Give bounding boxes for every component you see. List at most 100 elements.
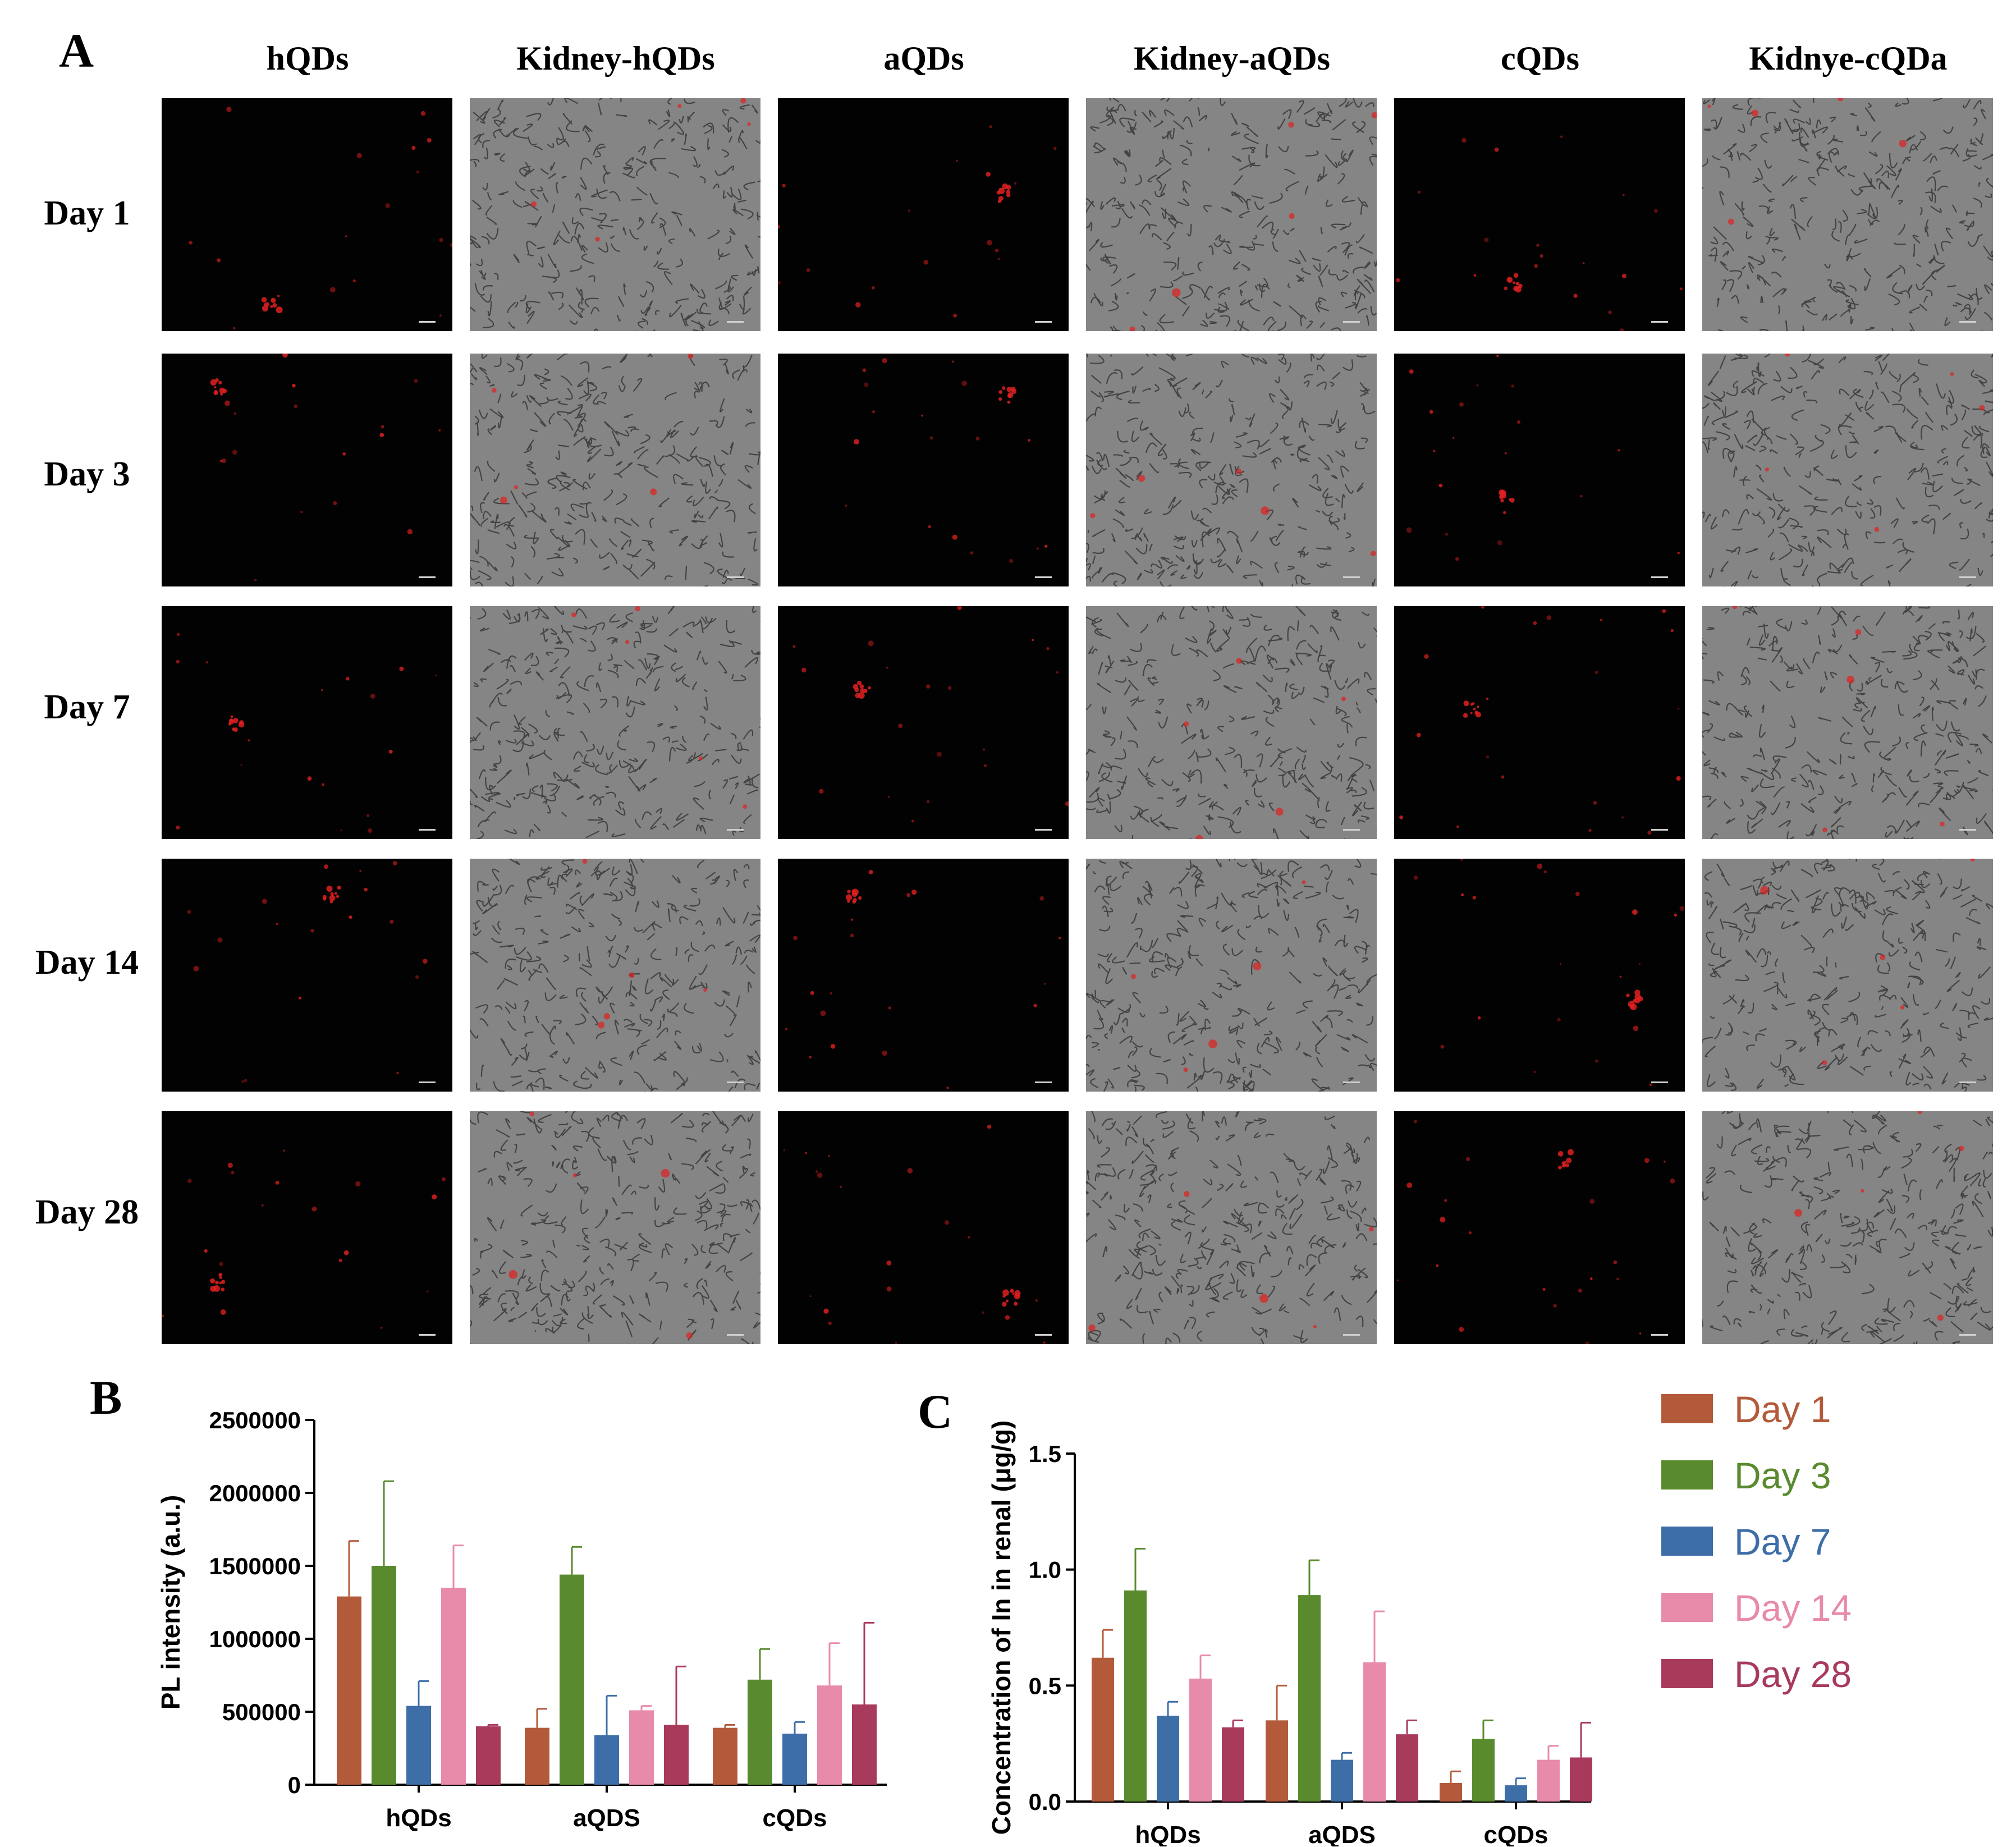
bar-cqds-day-14	[817, 1685, 842, 1785]
y-tick-label: 500000	[222, 1699, 301, 1725]
row-header-day-7: Day 7	[44, 688, 130, 726]
row-header-day-1: Day 1	[44, 194, 130, 232]
legend-item-day-1: Day 1	[1661, 1388, 1831, 1430]
row-header-day-3: Day 3	[44, 455, 130, 493]
legend-swatch	[1661, 1527, 1713, 1556]
bar-hqds-day-28	[1222, 1727, 1244, 1802]
image-kidney-hqds-day-28	[470, 1111, 760, 1344]
column-header-hqds: hQDs	[266, 40, 349, 77]
legend-label: Day 3	[1734, 1455, 1831, 1496]
image-kidney-aqds-day-1	[1086, 98, 1377, 331]
x-tick-label: hQDs	[386, 1804, 451, 1832]
bar-cqds-day-3	[1472, 1739, 1495, 1802]
panel-c-label: C	[918, 1385, 953, 1438]
legend-item-day-7: Day 7	[1661, 1521, 1831, 1562]
image-aqds-day-3	[778, 354, 1069, 586]
bar-aqds-day-28	[1396, 1734, 1418, 1802]
bar-cqds-day-7	[782, 1734, 807, 1785]
y-tick-label: 2500000	[209, 1407, 301, 1433]
image-kidney-hqds-day-1	[470, 98, 760, 331]
bar-hqds-day-1	[1092, 1657, 1114, 1802]
image-kidnye-cqda-day-14	[1702, 859, 1993, 1092]
bar-cqds-day-14	[1537, 1759, 1560, 1802]
image-cqds-day-7	[1394, 606, 1685, 839]
panel-b-label: B	[90, 1371, 122, 1424]
legend-label: Day 7	[1734, 1521, 1831, 1562]
y-tick-label: 2000000	[209, 1480, 301, 1506]
x-tick-label: hQDs	[1135, 1821, 1201, 1846]
bar-cqds-day-3	[748, 1679, 772, 1785]
image-aqds-day-1	[778, 98, 1069, 331]
bar-aqds-day-3	[560, 1574, 584, 1785]
bar-aqds-day-7	[1331, 1759, 1353, 1802]
x-tick-label: aQDS	[573, 1804, 640, 1832]
y-tick-label: 0	[288, 1772, 301, 1798]
bar-cqds-day-1	[713, 1727, 737, 1785]
y-axis-label: Concentration of In in renal (μg/g)	[987, 1420, 1016, 1835]
image-cqds-day-1	[1394, 98, 1685, 331]
y-tick-label: 1.0	[1029, 1557, 1061, 1583]
legend-label: Day 28	[1734, 1653, 1852, 1695]
column-header-kidney-aqds: Kidney-aQDs	[1133, 40, 1331, 77]
image-kidney-hqds-day-14	[470, 859, 760, 1092]
column-header-kidney-hqds: Kidney-hQDs	[516, 40, 715, 77]
axes: 0.0 0.5 1.0 1.5 Concentration of In in renal…	[987, 1420, 1591, 1846]
chart-c-indium-concentration: 0.0 0.5 1.0 1.5 Concentration of In in renal…	[987, 1420, 1592, 1846]
bar-cqds-day-1	[1440, 1782, 1462, 1802]
column-header-kidney-cqds: Kidnye-cQDa	[1749, 40, 1948, 77]
legend-swatch	[1661, 1593, 1713, 1622]
bar-aqds-day-1	[525, 1727, 549, 1785]
axes: 0 500000 1000000 1500000 2000000 2500000 PL in…	[156, 1407, 887, 1832]
image-aqds-day-7	[778, 606, 1069, 839]
bar-cqds-day-7	[1505, 1785, 1527, 1802]
image-hqds-day-7	[162, 606, 452, 839]
image-hqds-day-3	[162, 354, 452, 586]
bar-hqds-day-3	[372, 1566, 396, 1785]
image-hqds-day-14	[162, 859, 452, 1092]
bar-cqds-day-28	[852, 1704, 877, 1785]
image-kidnye-cqda-day-7	[1702, 606, 1993, 839]
bar-hqds-day-14	[1189, 1678, 1212, 1802]
image-kidnye-cqda-day-1	[1702, 98, 1993, 331]
row-header-day-28: Day 28	[35, 1193, 139, 1231]
y-tick-label: 1.5	[1029, 1441, 1061, 1467]
bar-aqds-day-14	[629, 1710, 654, 1785]
bars	[337, 1480, 877, 1785]
image-cqds-day-3	[1394, 354, 1685, 586]
image-kidney-aqds-day-3	[1086, 354, 1377, 586]
image-kidney-hqds-day-7	[470, 606, 760, 839]
bars	[1092, 1547, 1592, 1802]
image-cqds-day-14	[1394, 859, 1685, 1092]
column-header-cqds: cQDs	[1501, 40, 1579, 77]
bar-aqds-day-7	[594, 1735, 619, 1785]
bar-hqds-day-7	[406, 1706, 431, 1785]
bar-hqds-day-1	[337, 1596, 361, 1785]
image-hqds-day-28	[162, 1111, 452, 1344]
chart-b-pl-intensity: 0 500000 1000000 1500000 2000000 2500000 PL in…	[156, 1407, 887, 1832]
panel-a-label: A	[59, 24, 94, 77]
image-aqds-day-14	[778, 859, 1069, 1092]
column-header-aqds: aQDs	[883, 40, 964, 77]
y-tick-label: 0.0	[1029, 1789, 1061, 1815]
image-kidnye-cqda-day-3	[1702, 354, 1993, 586]
x-tick-label: cQDs	[763, 1804, 827, 1832]
y-tick-label: 1500000	[209, 1553, 301, 1579]
bar-aqds-day-28	[664, 1725, 689, 1785]
bar-hqds-day-7	[1157, 1716, 1179, 1802]
x-tick-label: aQDS	[1308, 1821, 1376, 1846]
legend-item-day-28: Day 28	[1661, 1653, 1852, 1695]
bar-cqds-day-28	[1570, 1757, 1592, 1802]
image-cqds-day-28	[1394, 1111, 1685, 1344]
legend-label: Day 14	[1734, 1587, 1852, 1629]
image-kidney-aqds-day-7	[1086, 606, 1377, 839]
image-hqds-day-1	[162, 98, 452, 331]
image-kidney-hqds-day-3	[470, 354, 760, 586]
row-header-day-14: Day 14	[35, 943, 139, 982]
legend-swatch	[1661, 1394, 1713, 1423]
legend-swatch	[1661, 1659, 1713, 1688]
image-kidney-aqds-day-14	[1086, 859, 1377, 1092]
legend-label: Day 1	[1734, 1388, 1831, 1430]
image-kidney-aqds-day-28	[1086, 1111, 1377, 1344]
bar-aqds-day-1	[1266, 1720, 1288, 1802]
chart-legend: Day 1 Day 3 Day 7 Day 14 Day 28	[1661, 1388, 1852, 1695]
